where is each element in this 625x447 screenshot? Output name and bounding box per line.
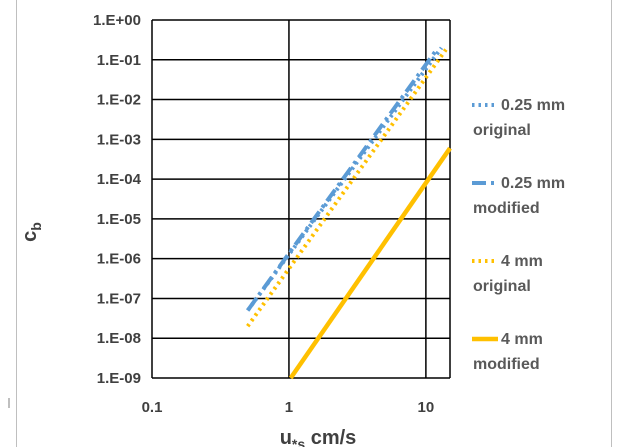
horizontal-gridlines bbox=[152, 19, 450, 379]
y-tick-label: 1.E-07 bbox=[97, 290, 141, 307]
x-axis-title: u*s cm/s bbox=[280, 427, 357, 447]
y-tick-label: 1.E-03 bbox=[97, 131, 141, 148]
y-tick-label: 1.E-04 bbox=[97, 171, 142, 188]
y-tick-label: 1.E-09 bbox=[97, 370, 141, 387]
y-axis-title-subscript: b bbox=[28, 222, 44, 231]
legend-label-line2: original bbox=[473, 278, 531, 295]
legend-label-line1: 4 mm bbox=[501, 331, 543, 348]
legend-label-line1: 4 mm bbox=[501, 253, 543, 270]
y-axis-title: cb bbox=[19, 222, 44, 242]
y-tick-label: 1.E-01 bbox=[97, 52, 141, 69]
y-tick-labels: 1.E-09 1.E-08 1.E-07 1.E-06 1.E-05 1.E-04 1.E-… bbox=[93, 12, 142, 387]
y-tick-label: 1.E-08 bbox=[97, 330, 141, 347]
vertical-gridlines bbox=[151, 20, 451, 378]
series-line-2 bbox=[246, 48, 439, 312]
legend-label-line2: original bbox=[473, 122, 531, 139]
y-tick-label: 1.E+00 bbox=[93, 12, 141, 29]
series-line-4 bbox=[288, 146, 452, 380]
x-axis-title-subscript: *s bbox=[292, 436, 305, 447]
frame-mark bbox=[8, 398, 10, 408]
series-line-3 bbox=[246, 48, 448, 328]
y-tick-label: 1.E-02 bbox=[97, 92, 141, 109]
legend-label-line1: 0.25 mm bbox=[501, 175, 565, 192]
legend-label-line2: modified bbox=[473, 200, 540, 217]
legend-label-line1: 0.25 mm bbox=[501, 97, 565, 114]
plot-area bbox=[151, 19, 452, 380]
x-tick-label: 10 bbox=[418, 399, 435, 416]
y-tick-label: 1.E-06 bbox=[97, 251, 141, 268]
x-tick-labels: 0.1 1 10 bbox=[142, 399, 435, 416]
y-tick-label: 1.E-05 bbox=[97, 211, 141, 228]
legend-label-line2: modified bbox=[473, 356, 540, 373]
x-tick-label: 1 bbox=[285, 399, 293, 416]
x-tick-label: 0.1 bbox=[142, 399, 163, 416]
legend: 0.25 mm original 0.25 mm modified 4 mm origin… bbox=[472, 97, 565, 373]
series-layer bbox=[246, 46, 452, 380]
